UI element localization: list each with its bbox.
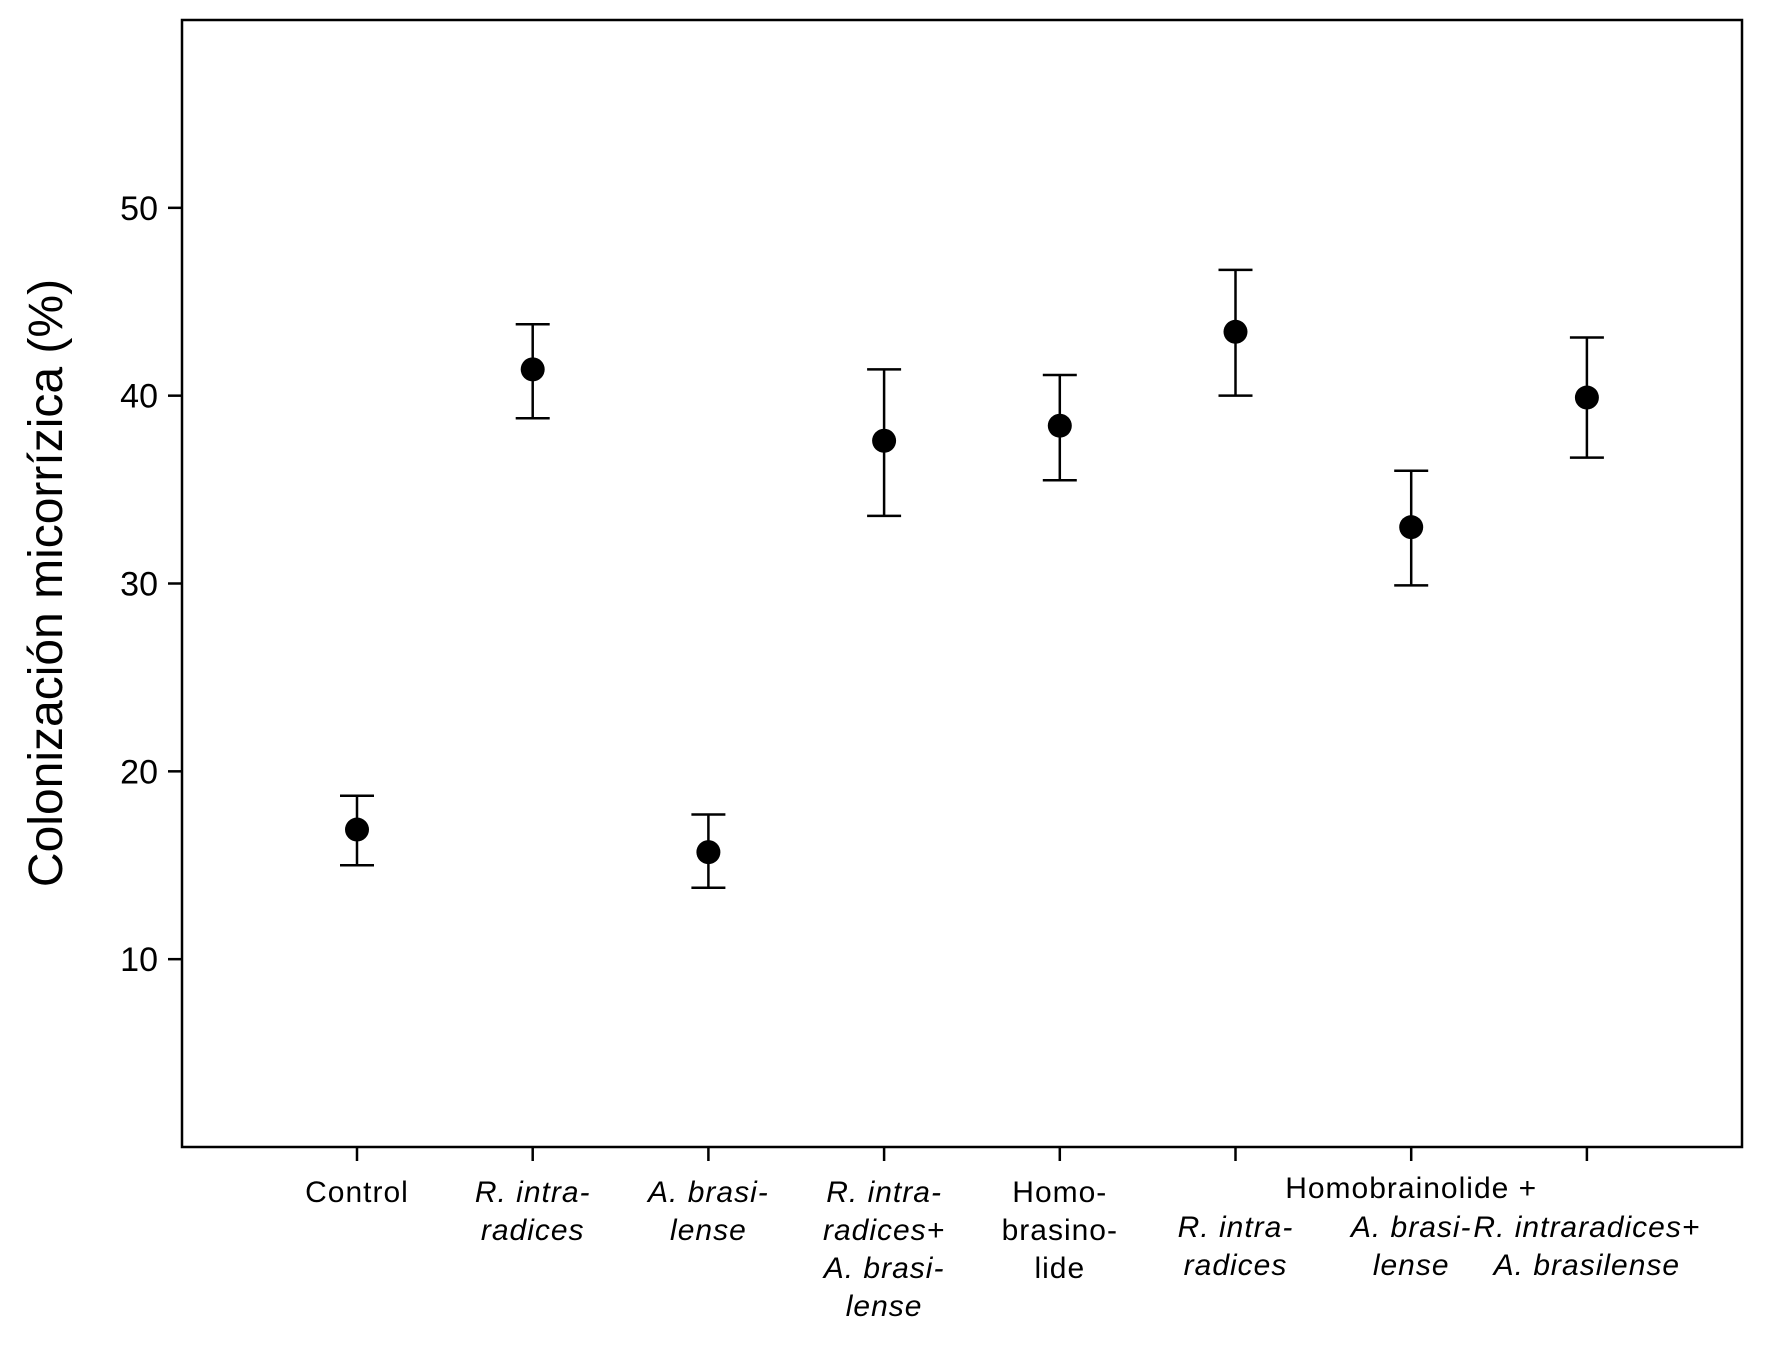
data-points (345, 319, 1599, 865)
x-category-label: R. intra- (1178, 1211, 1294, 1244)
x-category-label: radices (1184, 1249, 1288, 1282)
x-category-label: R. intra- (826, 1176, 942, 1209)
data-point (345, 817, 369, 842)
y-axis: 10 20 30 40 50 (120, 190, 182, 979)
x-category-label: Control (305, 1176, 409, 1209)
x-category-label: lense (1373, 1249, 1450, 1282)
x-category-label: lense (846, 1290, 923, 1323)
y-axis-label: Colonización micorrízica (%) (20, 279, 73, 887)
x-category-label: R. intra- (475, 1176, 591, 1209)
data-point (520, 357, 545, 382)
y-tick-label: 30 (120, 566, 158, 604)
plot-frame (180, 18, 1744, 1149)
x-category-label: R. intraradices+ (1473, 1211, 1700, 1244)
data-point (1047, 413, 1072, 438)
data-point (1574, 385, 1599, 410)
x-category-label: radices (481, 1214, 585, 1247)
x-category-label: A. brasi- (646, 1176, 769, 1209)
data-point (1223, 319, 1248, 344)
x-category-label: A. brasi- (822, 1252, 945, 1285)
data-point (1399, 515, 1424, 540)
y-tick-label: 50 (120, 190, 158, 228)
x-category-label: brasino- (1002, 1214, 1118, 1247)
y-tick-label: 20 (120, 753, 158, 791)
x-axis: Control R. intra-radices A. brasi-lense R. … (305, 1147, 1700, 1323)
group-label: Homobrainolide + (1285, 1172, 1537, 1205)
y-tick-label: 40 (120, 378, 158, 416)
x-category-label: A. brasi- (1349, 1211, 1472, 1244)
y-tick-label: 10 (120, 941, 158, 979)
x-category-label: radices+ (823, 1214, 945, 1247)
data-point (872, 428, 897, 453)
x-category-label: A. brasilense (1492, 1249, 1680, 1282)
x-category-label: Homo- (1012, 1176, 1107, 1209)
x-category-label: lense (670, 1214, 747, 1247)
x-category-label: lide (1034, 1252, 1085, 1285)
data-point (696, 840, 721, 865)
